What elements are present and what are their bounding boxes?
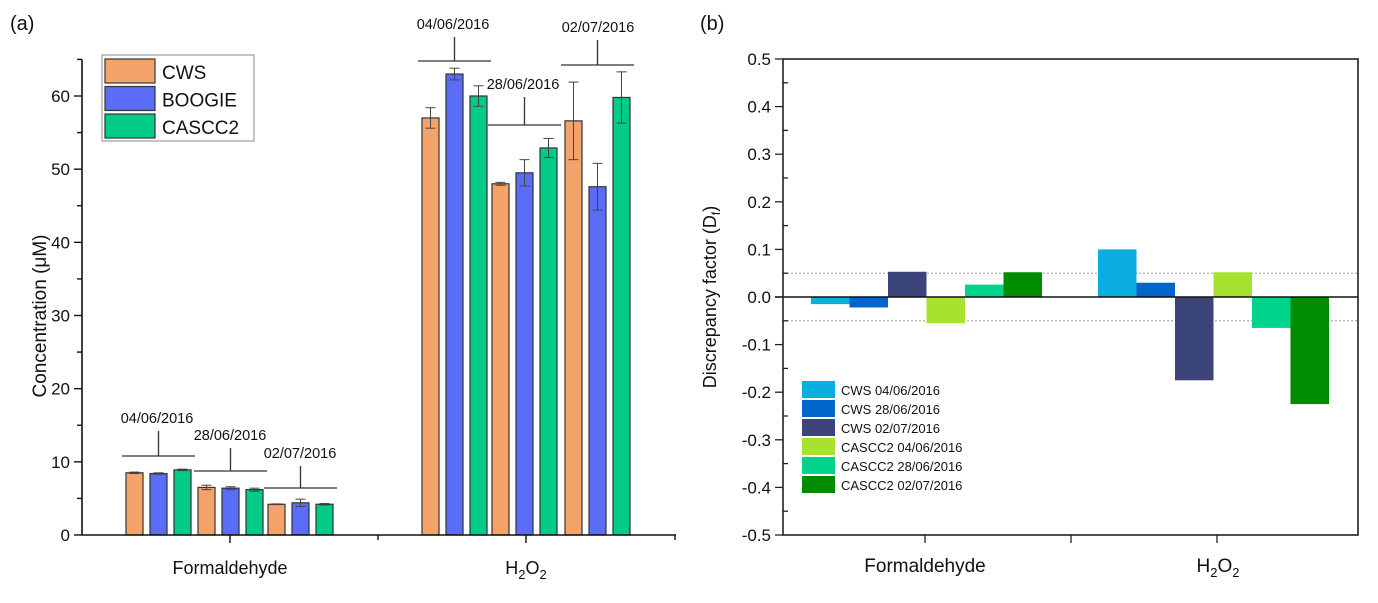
bar-boogie xyxy=(445,73,464,536)
panel-b-legend: CWS 04/06/2016 CWS 28/06/2016 CWS 02/07/20… xyxy=(802,381,962,493)
bar-cws xyxy=(491,183,510,536)
x-tick-label: H2O2 xyxy=(1197,556,1240,580)
bar-series-6 xyxy=(1003,272,1042,297)
legend-label: CASCC2 28/06/2016 xyxy=(841,459,962,474)
y-tick-label: 0.2 xyxy=(747,193,771,212)
y-tick-label: 0.0 xyxy=(747,288,771,307)
y-tick-label: 50 xyxy=(51,160,70,179)
legend-label: CWS 02/07/2016 xyxy=(841,421,940,436)
bar-series-2 xyxy=(1136,282,1175,297)
bar-cws xyxy=(564,120,583,536)
y-tick-label: 0.1 xyxy=(747,240,771,259)
legend-swatch xyxy=(802,457,835,474)
bar-series-3 xyxy=(1175,297,1214,381)
legend-label: BOOGIE xyxy=(162,91,237,112)
bar-boogie xyxy=(515,172,534,536)
bar-cascc2 xyxy=(539,147,558,536)
bar-cascc2 xyxy=(315,503,334,536)
bar-cws xyxy=(197,486,216,536)
legend-swatch xyxy=(802,476,835,493)
date-annotation: 28/06/2016 xyxy=(194,428,267,444)
x-tick-label: Formaldehyde xyxy=(172,558,287,578)
legend-swatch-boogie xyxy=(104,85,156,112)
panel-b-y-axis-label: Discrepancy factor (Df) xyxy=(700,206,723,388)
y-tick-label: -0.1 xyxy=(742,336,771,355)
bar-series-3 xyxy=(888,271,927,297)
legend-swatch xyxy=(802,438,835,455)
bar-series-4 xyxy=(1213,272,1252,297)
y-tick-label: 0 xyxy=(61,526,70,545)
y-tick-label: 40 xyxy=(51,233,70,252)
y-tick-label: -0.3 xyxy=(742,431,771,450)
legend-label: CASCC2 04/06/2016 xyxy=(841,440,962,455)
bar-cascc2 xyxy=(469,95,488,536)
date-annotation: 28/06/2016 xyxy=(487,77,560,93)
y-tick-label: 20 xyxy=(51,380,70,399)
legend-label: CASCC2 02/07/2016 xyxy=(841,478,962,493)
panel-a-y-axis-label: Concentration (μM) xyxy=(30,234,51,397)
bar-cws xyxy=(267,503,286,536)
legend-swatch-cws xyxy=(104,58,156,84)
panel-a: (a) 04/06/201628/06/201602/07/201604/06/… xyxy=(10,13,676,582)
legend-swatch xyxy=(802,381,835,398)
y-tick-label: -0.5 xyxy=(742,526,771,545)
date-annotation: 02/07/2016 xyxy=(264,446,337,462)
legend-swatch xyxy=(802,400,835,417)
bar-series-5 xyxy=(965,284,1004,297)
legend-label: CASCC2 xyxy=(162,118,239,139)
legend-label: CWS 04/06/2016 xyxy=(841,383,940,398)
date-annotation: 04/06/2016 xyxy=(417,17,490,33)
bar-cascc2 xyxy=(245,489,264,536)
bar-series-1 xyxy=(1098,249,1137,297)
bar-series-5 xyxy=(1252,297,1291,328)
date-annotation: 02/07/2016 xyxy=(562,20,635,36)
y-tick-label: -0.2 xyxy=(742,383,771,402)
date-annotation: 04/06/2016 xyxy=(121,411,194,427)
y-tick-label: 0.4 xyxy=(747,98,771,117)
legend-swatch xyxy=(802,419,835,436)
legend-label: CWS 28/06/2016 xyxy=(841,402,940,417)
bar-boogie xyxy=(221,487,240,536)
panel-b-label: (b) xyxy=(700,13,724,35)
x-tick-label: Formaldehyde xyxy=(864,556,985,577)
bar-series-1 xyxy=(811,297,850,305)
legend-swatch-cascc2 xyxy=(104,113,156,139)
bar-series-2 xyxy=(849,297,888,308)
x-tick-label: H2O2 xyxy=(505,558,546,582)
y-tick-label: 60 xyxy=(51,87,70,106)
bar-boogie xyxy=(149,472,168,536)
panel-a-label: (a) xyxy=(10,13,34,35)
legend-label: CWS xyxy=(162,63,206,84)
bar-series-4 xyxy=(926,297,965,324)
y-tick-label: 30 xyxy=(51,307,70,326)
y-tick-label: 0.3 xyxy=(747,145,771,164)
y-tick-label: -0.4 xyxy=(742,478,771,497)
bar-series-6 xyxy=(1290,297,1329,405)
panel-a-legend: CWS BOOGIE CASCC2 xyxy=(101,54,255,142)
bar-cascc2 xyxy=(612,96,631,536)
bar-cascc2 xyxy=(173,469,192,536)
bar-cws xyxy=(421,117,440,536)
y-tick-label: 0.5 xyxy=(747,50,771,69)
y-tick-label: 10 xyxy=(51,453,70,472)
panel-b: (b) -0.5 -0.4 -0.3 -0.2 -0.1 0.0 0.1 0.2 0.3 0.4 0… xyxy=(700,13,1359,580)
bar-cws xyxy=(125,472,144,536)
bar-boogie xyxy=(291,502,310,536)
bar-boogie xyxy=(588,186,607,536)
